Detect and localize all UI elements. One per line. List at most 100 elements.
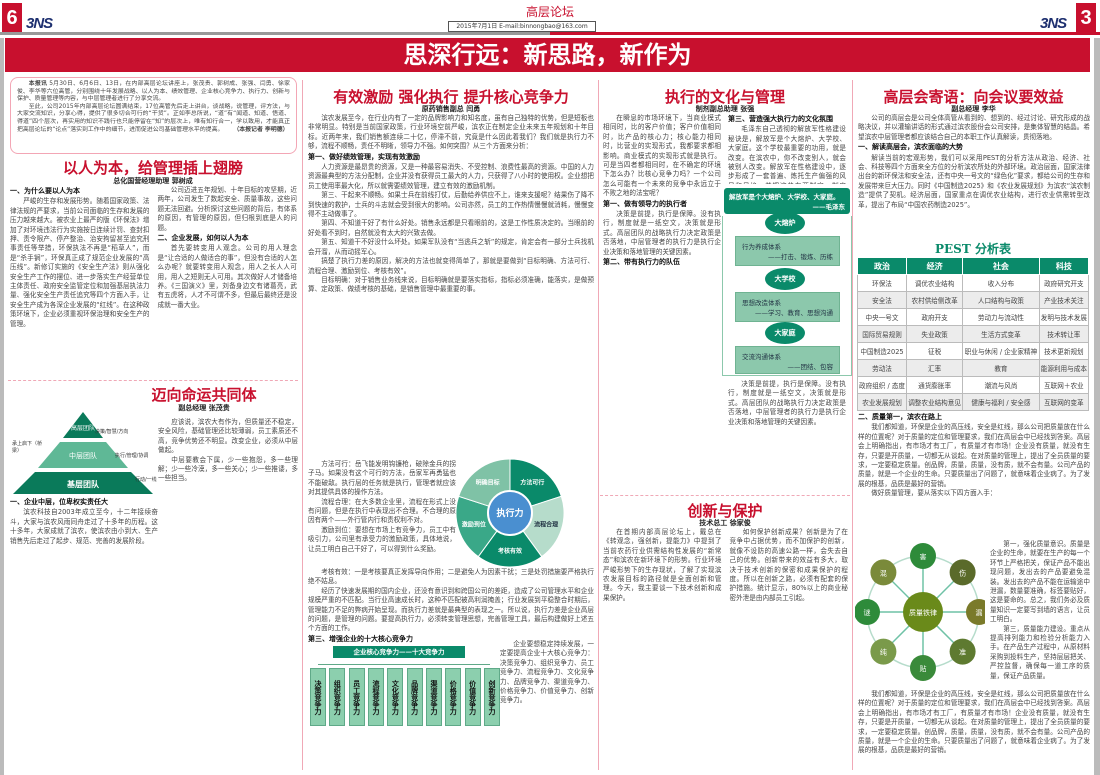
article1-heading-1: 一、为什么要以人为本 [10,187,80,195]
article3-heading-3-wrap: 第三、增强企业的十大核心竞争力 [308,634,488,645]
pest-row: 国际贸易规则 失业政策 生活方式变革 技术转让率 [856,325,1090,343]
pest-cell: 潮流与风尚 [962,376,1040,394]
pest-row: 中国制造2025 征税 职业与休闲 / 企业家精神 技术更新规划 [856,342,1090,360]
quality-node-label: 贴 [920,664,927,673]
pyramid-diagram: 高层团队 中层团队 基层团队 [13,412,153,494]
competitiveness-box: 决策竞争力 [310,668,326,726]
quality-node [966,599,985,625]
article2-author: 副总经理 张茂贵 [178,404,230,412]
competitiveness-tree-title: 企业核心竞争力——十大竞争力 [333,646,465,658]
article2-heading-1: 一、企业中层，位卑权实责任大 [10,498,108,506]
pyramid-label-middle: 中层团队 [69,451,97,460]
pest-table-title: PEST 分析表 [935,242,1011,256]
wheel-center [487,490,533,536]
wheel-segment-label: 激励到位 [462,521,486,529]
section-name: 高层论坛 [525,5,574,19]
article3-paragraph: 第五、知道干不好没什么坏处。如果军队没有“当逃兵之斩”的规定，肯定会有一部分士兵… [308,238,594,256]
pest-cell: 政府研究开支 [1038,274,1090,292]
article3-paragraph: 人力资源是最昂贵的资源，又是一种最容易消失、不受控制、浪费性最高的资源。中国的人… [308,163,594,190]
column-divider [852,80,853,770]
article4-paragraph: 决策是前提，执行是保障。没有执行，制度就是一纸空文，决策就是形式。高层团队的战略… [728,380,846,426]
pest-table-wrap: 政治 经济 社会 科技 环保法 调优农业结构 收入分布 政府研究开支 安全法 农村供给侧改革 人口结… [856,257,1090,411]
article1-paragraph: 严峻的生存和发展形势。随着国家政策、法律法规的严要求，当前公司面临的生存和发展的… [10,197,150,328]
box-title: 行为养成体系 [742,243,781,251]
page-banner: 思深行远：新思路，新作为 [5,38,1090,72]
quote-text: 解放军是个大熔炉、大学校、大家庭。 [729,193,840,201]
article3-paragraph: 激励到位：要想在市场上有竞争力，员工中有吸引力，公司里有承受力的激励政策，具体地… [308,525,456,552]
article3-paragraph: 第三、干起来不顺畅。如果士兵在前线打仗，后勤给养供应不上，谁来支援呢？结果伤了降… [308,191,594,219]
article6-heading-1: 一、解读高层会，滨农面临的大势 [858,143,963,152]
article3-paragraph: 考核有效：一是考核要真正发挥导向作用；二是避免人为因素干扰；三是处罚措施要严格执… [308,568,594,586]
article2-title: 迈向命运共同体 [151,386,257,404]
wheel-segment-label: 流程合理 [534,521,558,529]
quote-box: 解放军是个大熔炉、大学校、大家庭。 ——毛泽东 [724,188,850,214]
pyramid-label-bottom: 基层团队 [66,479,100,489]
quality-node [870,559,897,586]
pest-cell: 劳动力与流动性 [962,308,1040,326]
pest-table: 政治 经济 社会 科技 环保法 调优农业结构 收入分布 政府研究开支 安全法 农村供给侧改革 人口结… [856,257,1090,411]
quality-node-label: 漏 [976,608,983,617]
article1-heading-2: 二、企业发展，如何以人为本 [157,234,249,243]
article2-body-left: 一、企业中层，位卑权实责任大 滨农科技自2003年成立至今，十二年接续奋斗，大家… [10,497,158,767]
pest-cell: 环保法 [856,274,908,292]
article1-title: 以人为本，给管理插上翅膀 [62,159,243,177]
pest-row: 安全法 农村供给侧改革 人口结构与政策 产业技术关注 [856,291,1090,309]
pest-cell: 职业与休闲 / 企业家精神 [962,342,1040,360]
logo-left: 3NS [26,15,53,32]
tree-connector [318,664,490,665]
article5-paragraph: 如何保护创新成果？创新是为了在竞争中占据优势，而不加保护的创新，就像不设防的高速… [729,528,849,602]
pest-header-cell: 科技 [1038,257,1090,275]
quality-node [855,599,880,625]
pest-cell: 国际贸易规则 [856,325,908,343]
box-title: 思想改造体系 [742,299,781,307]
article4-paragraph: 在瞬息的市场环境下，当商业模式相同时，比的客户价值；客户价值相同时，比产品的核心… [603,114,721,198]
pyramid-side-note: 承上启下（桥梁） [12,441,43,454]
article3-heading-1: 第一、做好绩效管理，实现有效激励 [308,152,420,161]
pest-cell: 征税 [906,342,964,360]
article3-paragraph: 滨农发展至今，在行业内有了一定的品牌影响力和知名度，虽有自己独特的优势，但是短板… [308,114,594,151]
quality-node [870,638,897,665]
article3-paragraph: 方法可行：岳飞能发明钩镰枪，破除金兵的拐子马。如果没有这个可行的方法，岳家军再勇… [308,460,456,497]
pest-cell: 收入分布 [962,274,1040,292]
competitiveness-tree: 决策竞争力 组织竞争力 员工竞争力 流程竞争力 文化竞争力 品牌竞争力 渠道竞争力 价格竞争力… [310,668,500,726]
article5-author: 技术总工 徐家俊 [699,519,751,527]
article6-paragraph: 第一，强化质量意识。质量是企业的生命，就要在生产的每一个环节上严格把关，保证产品… [990,540,1090,624]
pest-header-cell: 社会 [962,257,1040,275]
pest-cell: 中央一号文 [856,308,908,326]
article3-paragraph: 搞楚了执行力差的原因，解决的方法也就变得简单了，那就是要做到“目标明确、方法可行… [308,257,594,275]
pest-cell: 安全法 [856,291,908,309]
article5-paragraph: 在首期内部高层论坛上，戴总在《转观念，强创新，提能力》中提到了当前农药行业供需结… [603,528,722,602]
article4-body-right-2: 决策是前提，执行是保障。没有执行，制度就是一纸空文，决策就是形式。高层团队的战略… [728,380,846,490]
article6-paragraph: 我们都知道，环保是企业的高压线，安全是红线，那么公司把质量放在什么样的位置呢？对… [858,690,1090,755]
pest-cell: 调整农业结构意见 [906,393,964,411]
article5-body: 在首期内部高层论坛上，戴总在《转观念，强创新，提能力》中提到了当前农药行业供需结… [603,528,848,768]
quality-node-label: 害 [920,552,927,561]
diagram-node-family: 大家庭 [765,322,805,344]
header-rule-grey [0,32,550,35]
article2-body-right: 应该说，滨农大有作为，但质量还不稳定，安全风险，基础管理还比较薄弱，员工素质还不… [158,418,298,768]
article1-body: 一、为什么要以人为本 严峻的生存和发展形势。随着国家政策、法律法规的严要求，当前… [10,186,297,378]
pest-cell: 农村供给侧改革 [906,291,964,309]
pest-cell: 政府开支 [906,308,964,326]
page-number-right: 3 [1076,3,1096,33]
competitiveness-box: 价值竞争力 [464,668,481,726]
article3-body-side: 企业要想稳定持续发展，一定要提高企业十大核心竞争力：决策竞争力、组织竞争力、员工… [500,640,594,770]
article4-paragraph: 决策是前提，执行是保障。没有执行，制度就是一纸空文，决策就是形式。高层团队的战略… [603,210,721,256]
intro-byline: （本报记者 李明德） [233,126,289,133]
pest-header-cell: 政治 [856,257,908,275]
article3-author: 原药销售副总 闫勇 [421,105,481,113]
pyramid-top [63,412,103,438]
pest-header-cell: 经济 [906,257,964,275]
competitiveness-box: 品牌竞争力 [406,668,423,726]
box-title: 交流沟通体系 [742,353,781,361]
diagram-box-1: 行为养成体系 ——打击、锻炼、历练 [735,236,840,266]
article6-paragraph: 第三，质量能力建设。重点从提高排列能力和检验分析能力入手。在产品生产过程中，从原… [990,624,1090,680]
competitiveness-box: 价格竞争力 [445,668,462,726]
divider [600,495,850,496]
article4-heading-1: 第一、做有领导力的执行者 [603,199,687,208]
quality-node-label: 纯 [880,648,887,657]
quality-node-label: 伤 [959,568,966,577]
pest-cell: 人口结构与政策 [962,291,1040,309]
pyramid-note-top: 决策/智慧/方向 [95,429,129,435]
